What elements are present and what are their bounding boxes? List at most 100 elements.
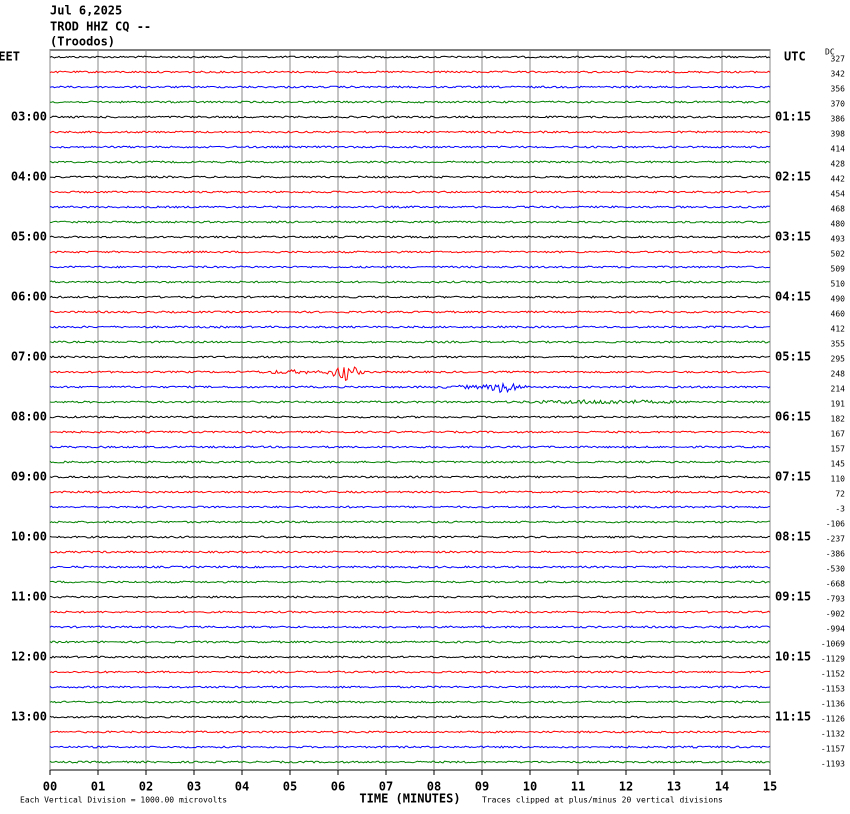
dc-value: -3 xyxy=(835,505,845,514)
dc-value: -1129 xyxy=(821,655,845,664)
right-time-label: 01:15 xyxy=(775,110,811,124)
trace xyxy=(49,730,771,734)
dc-value: 295 xyxy=(831,355,846,364)
dc-value: 510 xyxy=(831,280,846,289)
x-tick-label: 05 xyxy=(283,780,297,794)
dc-value: 480 xyxy=(831,220,846,229)
dc-value: 182 xyxy=(831,415,846,424)
trace xyxy=(49,205,771,209)
dc-value: 398 xyxy=(831,130,846,139)
dc-value: -1069 xyxy=(821,640,845,649)
dc-value: -530 xyxy=(826,565,845,574)
left-time-label: 12:00 xyxy=(11,650,47,664)
dc-value: 356 xyxy=(831,85,846,94)
dc-value: 214 xyxy=(831,385,846,394)
dc-value: 386 xyxy=(831,115,846,124)
dc-value: -1152 xyxy=(821,670,845,679)
dc-value: 191 xyxy=(831,400,846,409)
dc-value: -1157 xyxy=(821,745,845,754)
x-axis-title: TIME (MINUTES) xyxy=(359,792,460,806)
x-tick-label: 02 xyxy=(139,780,153,794)
dc-value: -106 xyxy=(826,520,845,529)
trace xyxy=(49,280,771,284)
right-time-label: 10:15 xyxy=(775,650,811,664)
dc-value: -1132 xyxy=(821,730,845,739)
trace xyxy=(49,130,771,134)
trace xyxy=(49,490,771,494)
dc-value: 442 xyxy=(831,175,846,184)
dc-value: 72 xyxy=(835,490,845,499)
trace xyxy=(49,505,771,509)
dc-value: 414 xyxy=(831,145,846,154)
trace xyxy=(49,640,771,644)
dc-value: 167 xyxy=(831,430,846,439)
dc-value: 509 xyxy=(831,265,846,274)
trace xyxy=(49,655,771,659)
dc-value: 370 xyxy=(831,100,846,109)
dc-value: -386 xyxy=(826,550,845,559)
right-time-label: 07:15 xyxy=(775,470,811,484)
title-line: Jul 6,2025 xyxy=(50,4,122,18)
trace xyxy=(49,55,771,59)
x-tick-label: 01 xyxy=(91,780,105,794)
trace xyxy=(49,535,771,539)
trace xyxy=(49,445,771,449)
trace xyxy=(49,295,771,299)
trace xyxy=(49,381,771,394)
right-time-label: 02:15 xyxy=(775,170,811,184)
right-time-label: 04:15 xyxy=(775,290,811,304)
left-time-label: 09:00 xyxy=(11,470,47,484)
dc-value: 502 xyxy=(831,250,846,259)
trace xyxy=(49,250,771,254)
x-tick-label: 15 xyxy=(763,780,777,794)
right-axis-title: UTC xyxy=(784,50,806,64)
trace xyxy=(49,160,771,164)
trace xyxy=(49,460,771,464)
trace xyxy=(49,366,771,382)
trace xyxy=(49,115,771,119)
dc-value: 454 xyxy=(831,190,846,199)
dc-value: -237 xyxy=(826,535,845,544)
trace xyxy=(49,235,771,239)
dc-value: -668 xyxy=(826,580,845,589)
left-time-label: 10:00 xyxy=(11,530,47,544)
trace xyxy=(49,760,771,764)
x-tick-label: 04 xyxy=(235,780,249,794)
right-time-label: 08:15 xyxy=(775,530,811,544)
trace xyxy=(49,580,771,584)
scale-note: Each Vertical Division = 1000.00 microvo… xyxy=(20,796,227,805)
title-line: TROD HHZ CQ -- xyxy=(50,20,151,34)
plot-frame xyxy=(49,49,771,771)
trace xyxy=(49,685,771,689)
dc-value: 493 xyxy=(831,235,846,244)
trace xyxy=(49,70,771,74)
dc-value: 428 xyxy=(831,160,846,169)
trace xyxy=(49,265,771,269)
trace xyxy=(50,565,771,569)
trace xyxy=(49,625,771,629)
trace xyxy=(49,700,771,704)
trace xyxy=(49,175,771,179)
right-time-label: 03:15 xyxy=(775,230,811,244)
dc-value: -1126 xyxy=(821,715,845,724)
x-tick-label: 08 xyxy=(427,780,441,794)
dc-value: -1136 xyxy=(821,700,845,709)
trace xyxy=(49,340,771,344)
dc-title: DC xyxy=(825,48,835,57)
trace xyxy=(49,220,771,224)
left-time-label: 05:00 xyxy=(11,230,47,244)
trace xyxy=(49,520,770,524)
dc-value: 460 xyxy=(831,310,846,319)
x-tick-label: 06 xyxy=(331,780,345,794)
x-tick-label: 13 xyxy=(667,780,681,794)
trace xyxy=(49,475,771,479)
x-tick-label: 10 xyxy=(523,780,537,794)
dc-value: 327 xyxy=(831,55,846,64)
dc-value: -1193 xyxy=(821,760,845,769)
trace xyxy=(49,100,771,104)
left-time-label: 08:00 xyxy=(11,410,47,424)
right-time-label: 09:15 xyxy=(775,590,811,604)
dc-value: -994 xyxy=(826,625,845,634)
x-tick-label: 11 xyxy=(571,780,585,794)
